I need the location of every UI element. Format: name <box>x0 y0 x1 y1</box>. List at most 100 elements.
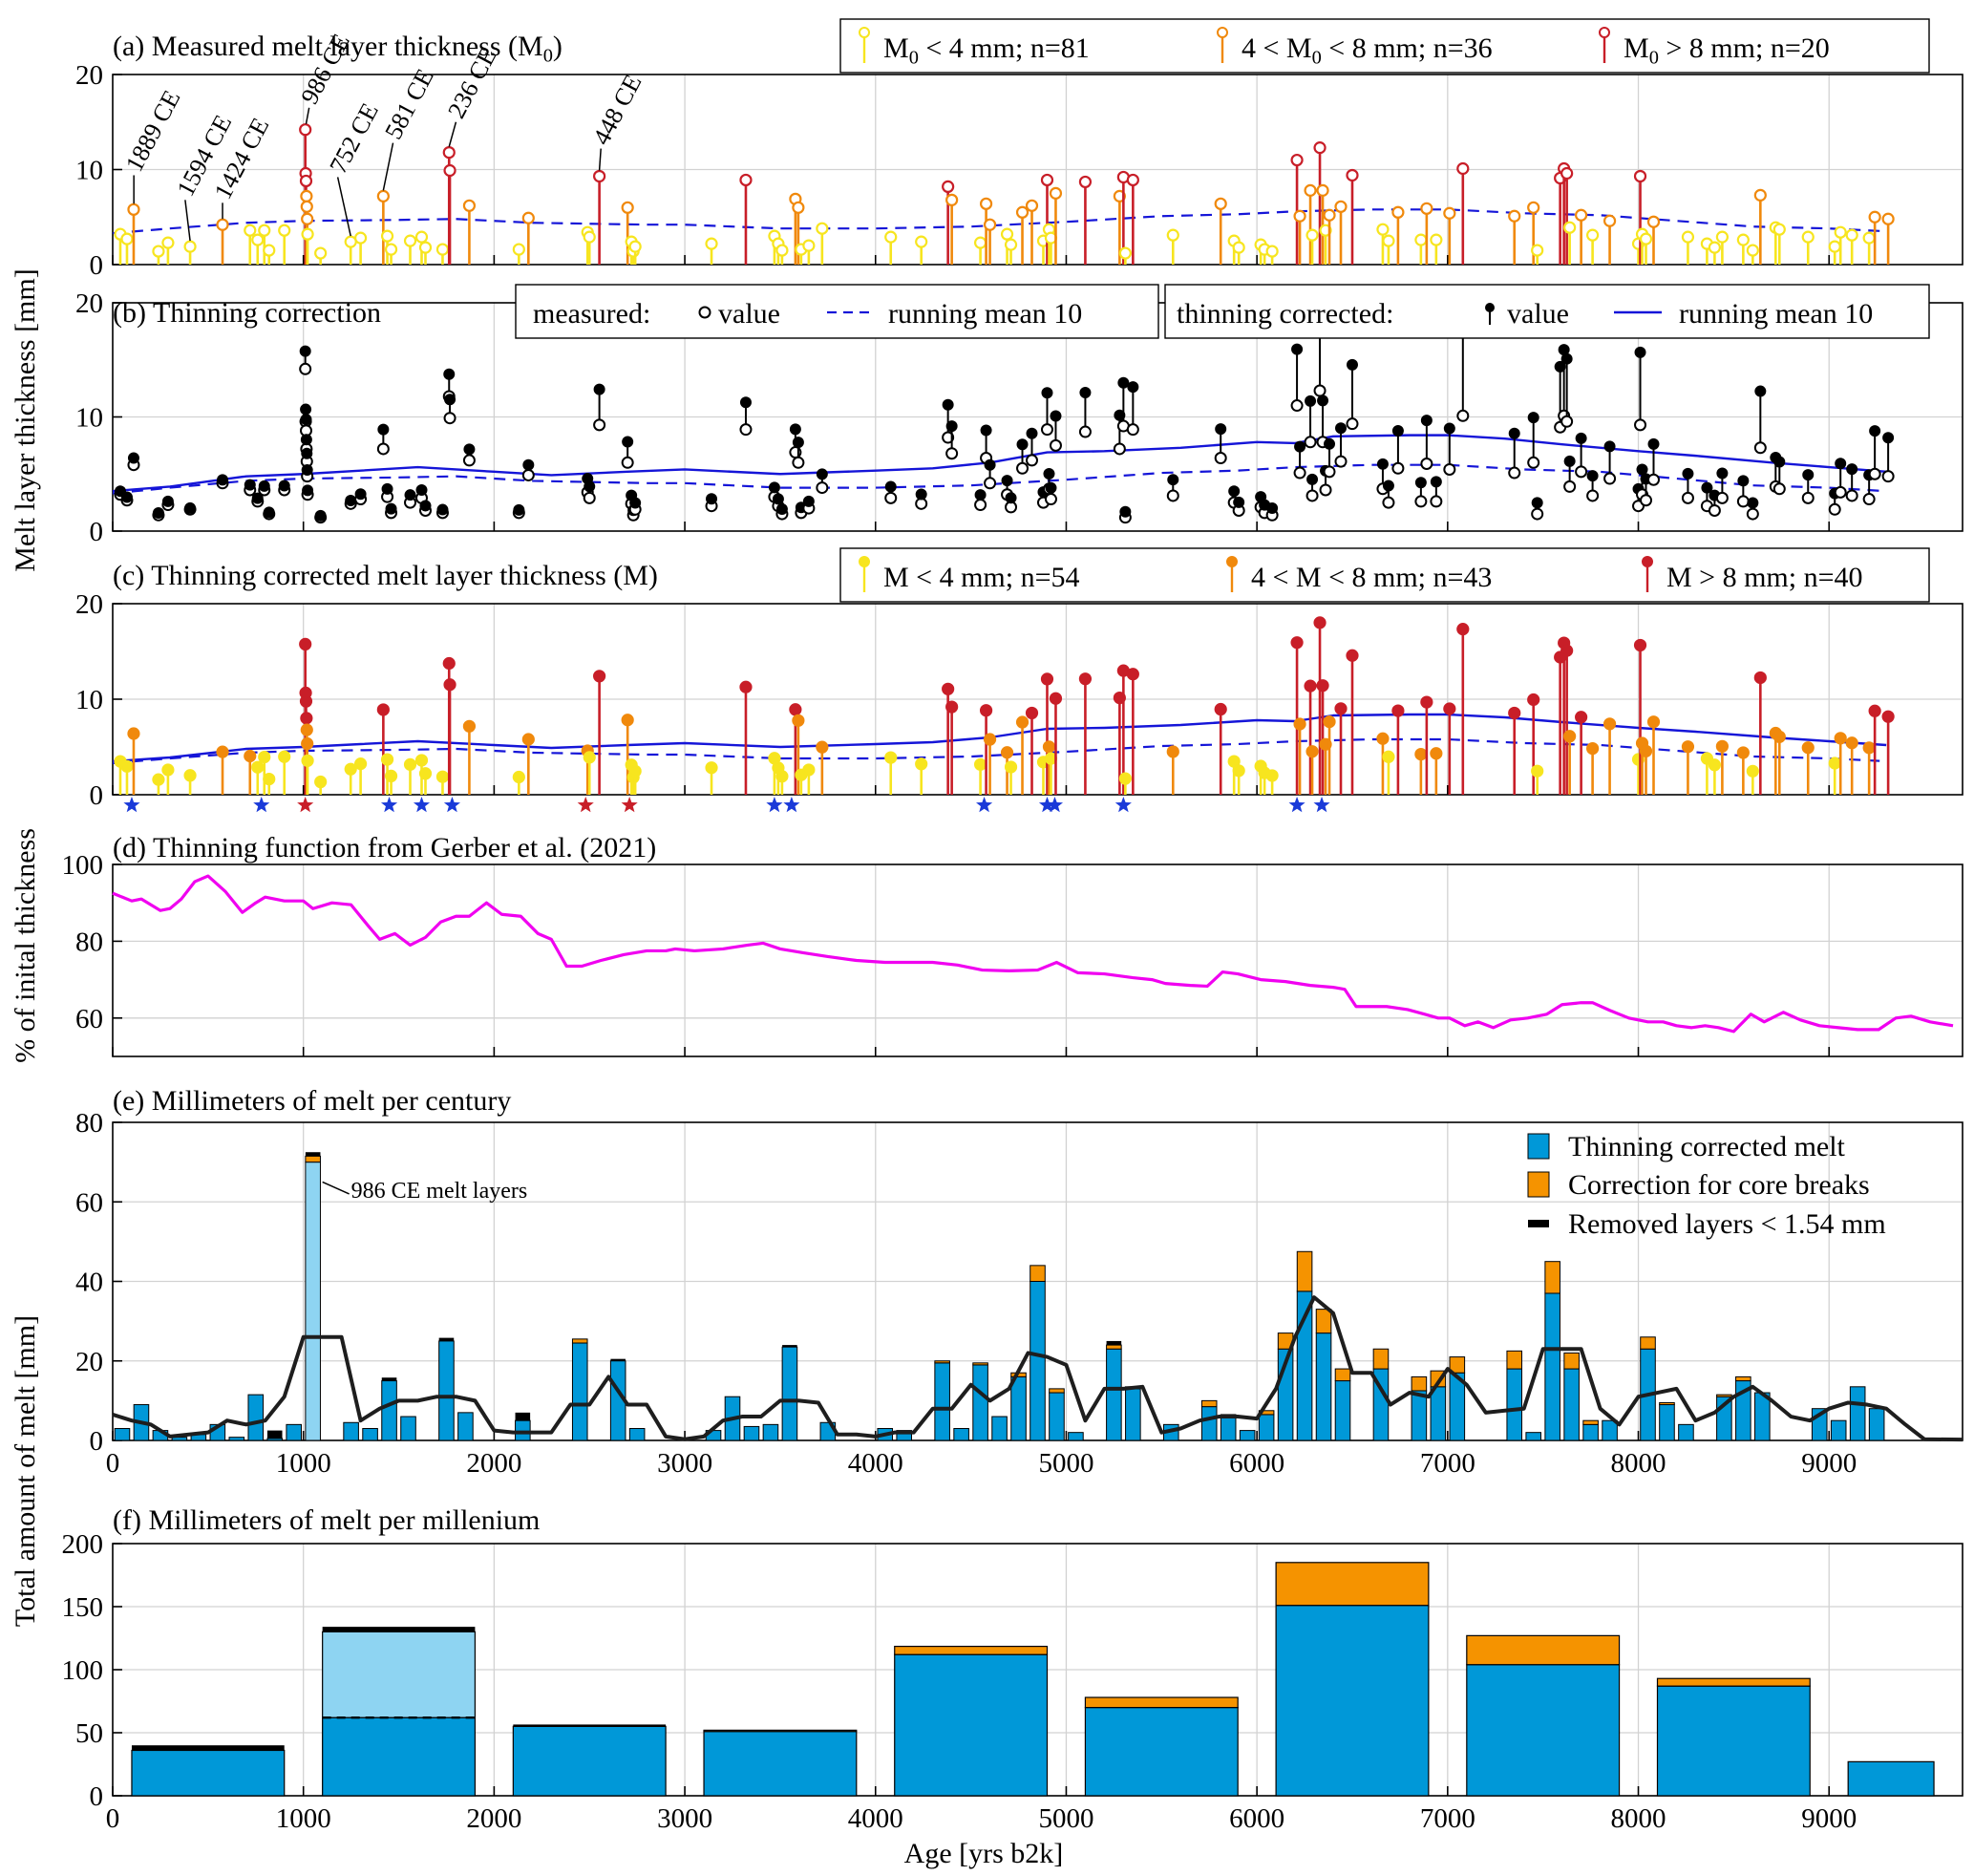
y-tick-label: 80 <box>75 1108 103 1139</box>
panel-b-thinning-correction: 0 10 20 (b) Thinning correction measured: val… <box>75 284 1963 547</box>
x-tick-label: 5000 <box>1038 1448 1093 1479</box>
measured-value-marker <box>1772 482 1786 496</box>
measured-value-marker <box>1715 491 1729 504</box>
corrected-value-marker <box>1835 458 1847 470</box>
corrected-value-marker <box>974 489 987 501</box>
measured-melt-point-marker <box>979 197 993 210</box>
x-tick-label: 9000 <box>1801 1448 1857 1479</box>
corrected-melt-point-marker <box>1346 649 1359 662</box>
measured-melt-point-marker <box>1414 233 1428 246</box>
corrected-value-marker <box>1882 432 1895 444</box>
measured-value-marker <box>1305 489 1319 502</box>
corrected-value-marker <box>1291 343 1304 355</box>
corrected-value-marker <box>1443 422 1455 435</box>
measured-value-marker <box>974 499 987 512</box>
corrected-value-marker <box>278 480 290 492</box>
measured-melt-point-marker <box>1646 215 1661 228</box>
measured-value-marker <box>1126 423 1139 437</box>
century-bar-corrected <box>400 1416 416 1441</box>
corrected-melt-point-marker <box>1845 736 1858 750</box>
corrected-value-marker <box>1317 394 1329 407</box>
measured-melt-point-marker <box>1316 183 1329 197</box>
century-bar-corrected <box>1068 1432 1084 1441</box>
measured-melt-point-marker <box>521 211 535 224</box>
x-tick-label: 2000 <box>466 1448 521 1479</box>
corrected-melt-point-marker <box>775 770 789 783</box>
millenium-bar-corrected <box>1466 1664 1621 1797</box>
event-star-blue <box>1313 797 1330 813</box>
century-bar-corrected <box>1010 1375 1027 1441</box>
y-tick-label: 0 <box>90 780 104 811</box>
measured-melt-point-marker <box>251 233 265 246</box>
y-tick-label: 20 <box>75 288 103 319</box>
corrected-value-marker <box>152 507 164 520</box>
measured-melt-point-marker <box>1391 205 1405 219</box>
century-bar-corrected <box>343 1421 359 1441</box>
corrected-value-marker <box>1391 424 1404 437</box>
event-star-blue <box>123 797 140 813</box>
measured-value-marker <box>1044 493 1057 506</box>
measured-melt-point-marker <box>1049 186 1063 200</box>
century-bar-removed <box>782 1345 797 1348</box>
annotation-leader <box>382 142 394 191</box>
century-bar-removed <box>610 1358 626 1361</box>
century-bar-corrected <box>228 1437 245 1441</box>
corrected-value-marker <box>419 500 432 512</box>
corrected-value-marker <box>584 480 596 493</box>
corrected-value-marker <box>314 509 327 522</box>
measured-value-marker <box>1845 489 1858 502</box>
corrected-value-marker <box>244 479 256 491</box>
century-bar-core-break <box>1716 1394 1732 1397</box>
corrected-melt-point-marker <box>462 719 477 733</box>
corrected-value-marker <box>381 482 393 495</box>
corrected-value-marker <box>300 414 312 426</box>
century-bar-corrected <box>1602 1419 1618 1441</box>
corrected-melt-point-marker <box>1443 702 1456 715</box>
measured-value-marker <box>583 491 596 504</box>
running-mean-measured <box>112 208 1887 235</box>
corrected-melt-point-marker <box>1414 747 1428 761</box>
corrected-melt-point-marker <box>1334 702 1348 715</box>
corrected-melt-point-marker <box>1603 717 1617 731</box>
y-tick-label: 0 <box>90 250 104 281</box>
corrected-value-marker <box>127 452 139 464</box>
corrected-melt-point-marker <box>1313 616 1327 629</box>
century-bar-core-break <box>1582 1419 1599 1425</box>
corrected-melt-point-marker <box>816 740 829 754</box>
x-tick-label: 1000 <box>276 1448 331 1479</box>
corrected-value-marker <box>1603 440 1616 453</box>
corrected-value-marker <box>1016 438 1029 451</box>
corrected-value-marker <box>739 396 752 409</box>
century-bar-corrected <box>1678 1423 1694 1441</box>
corrected-value-marker <box>385 502 397 515</box>
century-bar-corrected <box>991 1416 1008 1441</box>
measured-melt-point-marker <box>442 145 456 160</box>
legend-b-open-marker <box>698 306 711 319</box>
measured-value-marker <box>1346 417 1359 431</box>
corrected-melt-point-marker <box>1862 741 1876 755</box>
millenium-bar-removed <box>131 1745 285 1751</box>
corrected-melt-point-marker <box>344 762 357 776</box>
century-bar-corrected <box>1334 1380 1351 1441</box>
corrected-value-marker <box>345 494 357 506</box>
y-tick-label: 50 <box>75 1718 103 1749</box>
measured-value-marker <box>1293 466 1306 480</box>
corrected-value-marker <box>1228 485 1241 498</box>
century-bar-corrected <box>438 1340 455 1441</box>
legend-c-label: 4 < M < 8 mm; n=43 <box>1251 562 1492 593</box>
annotation-year-label: 752 CE <box>324 98 384 178</box>
corrected-melt-point-marker <box>216 745 229 758</box>
century-bar-corrected <box>1525 1432 1541 1441</box>
corrected-value-marker <box>768 481 780 494</box>
century-bar-core-break <box>1200 1399 1218 1408</box>
legend-e-label: Removed layers < 1.54 mm <box>1568 1208 1886 1240</box>
measured-melt-point-marker <box>1715 230 1729 244</box>
measured-value-marker <box>1420 457 1433 470</box>
measured-value-marker <box>984 477 997 490</box>
corrected-melt-point-marker <box>1527 693 1540 707</box>
legend-b-corrected-mean: running mean 10 <box>1679 298 1873 330</box>
corrected-melt-point-marker <box>1868 704 1881 717</box>
measured-melt-point-marker <box>1828 240 1841 253</box>
century-bar-corrected <box>781 1346 798 1441</box>
measured-melt-point-marker <box>120 232 134 245</box>
